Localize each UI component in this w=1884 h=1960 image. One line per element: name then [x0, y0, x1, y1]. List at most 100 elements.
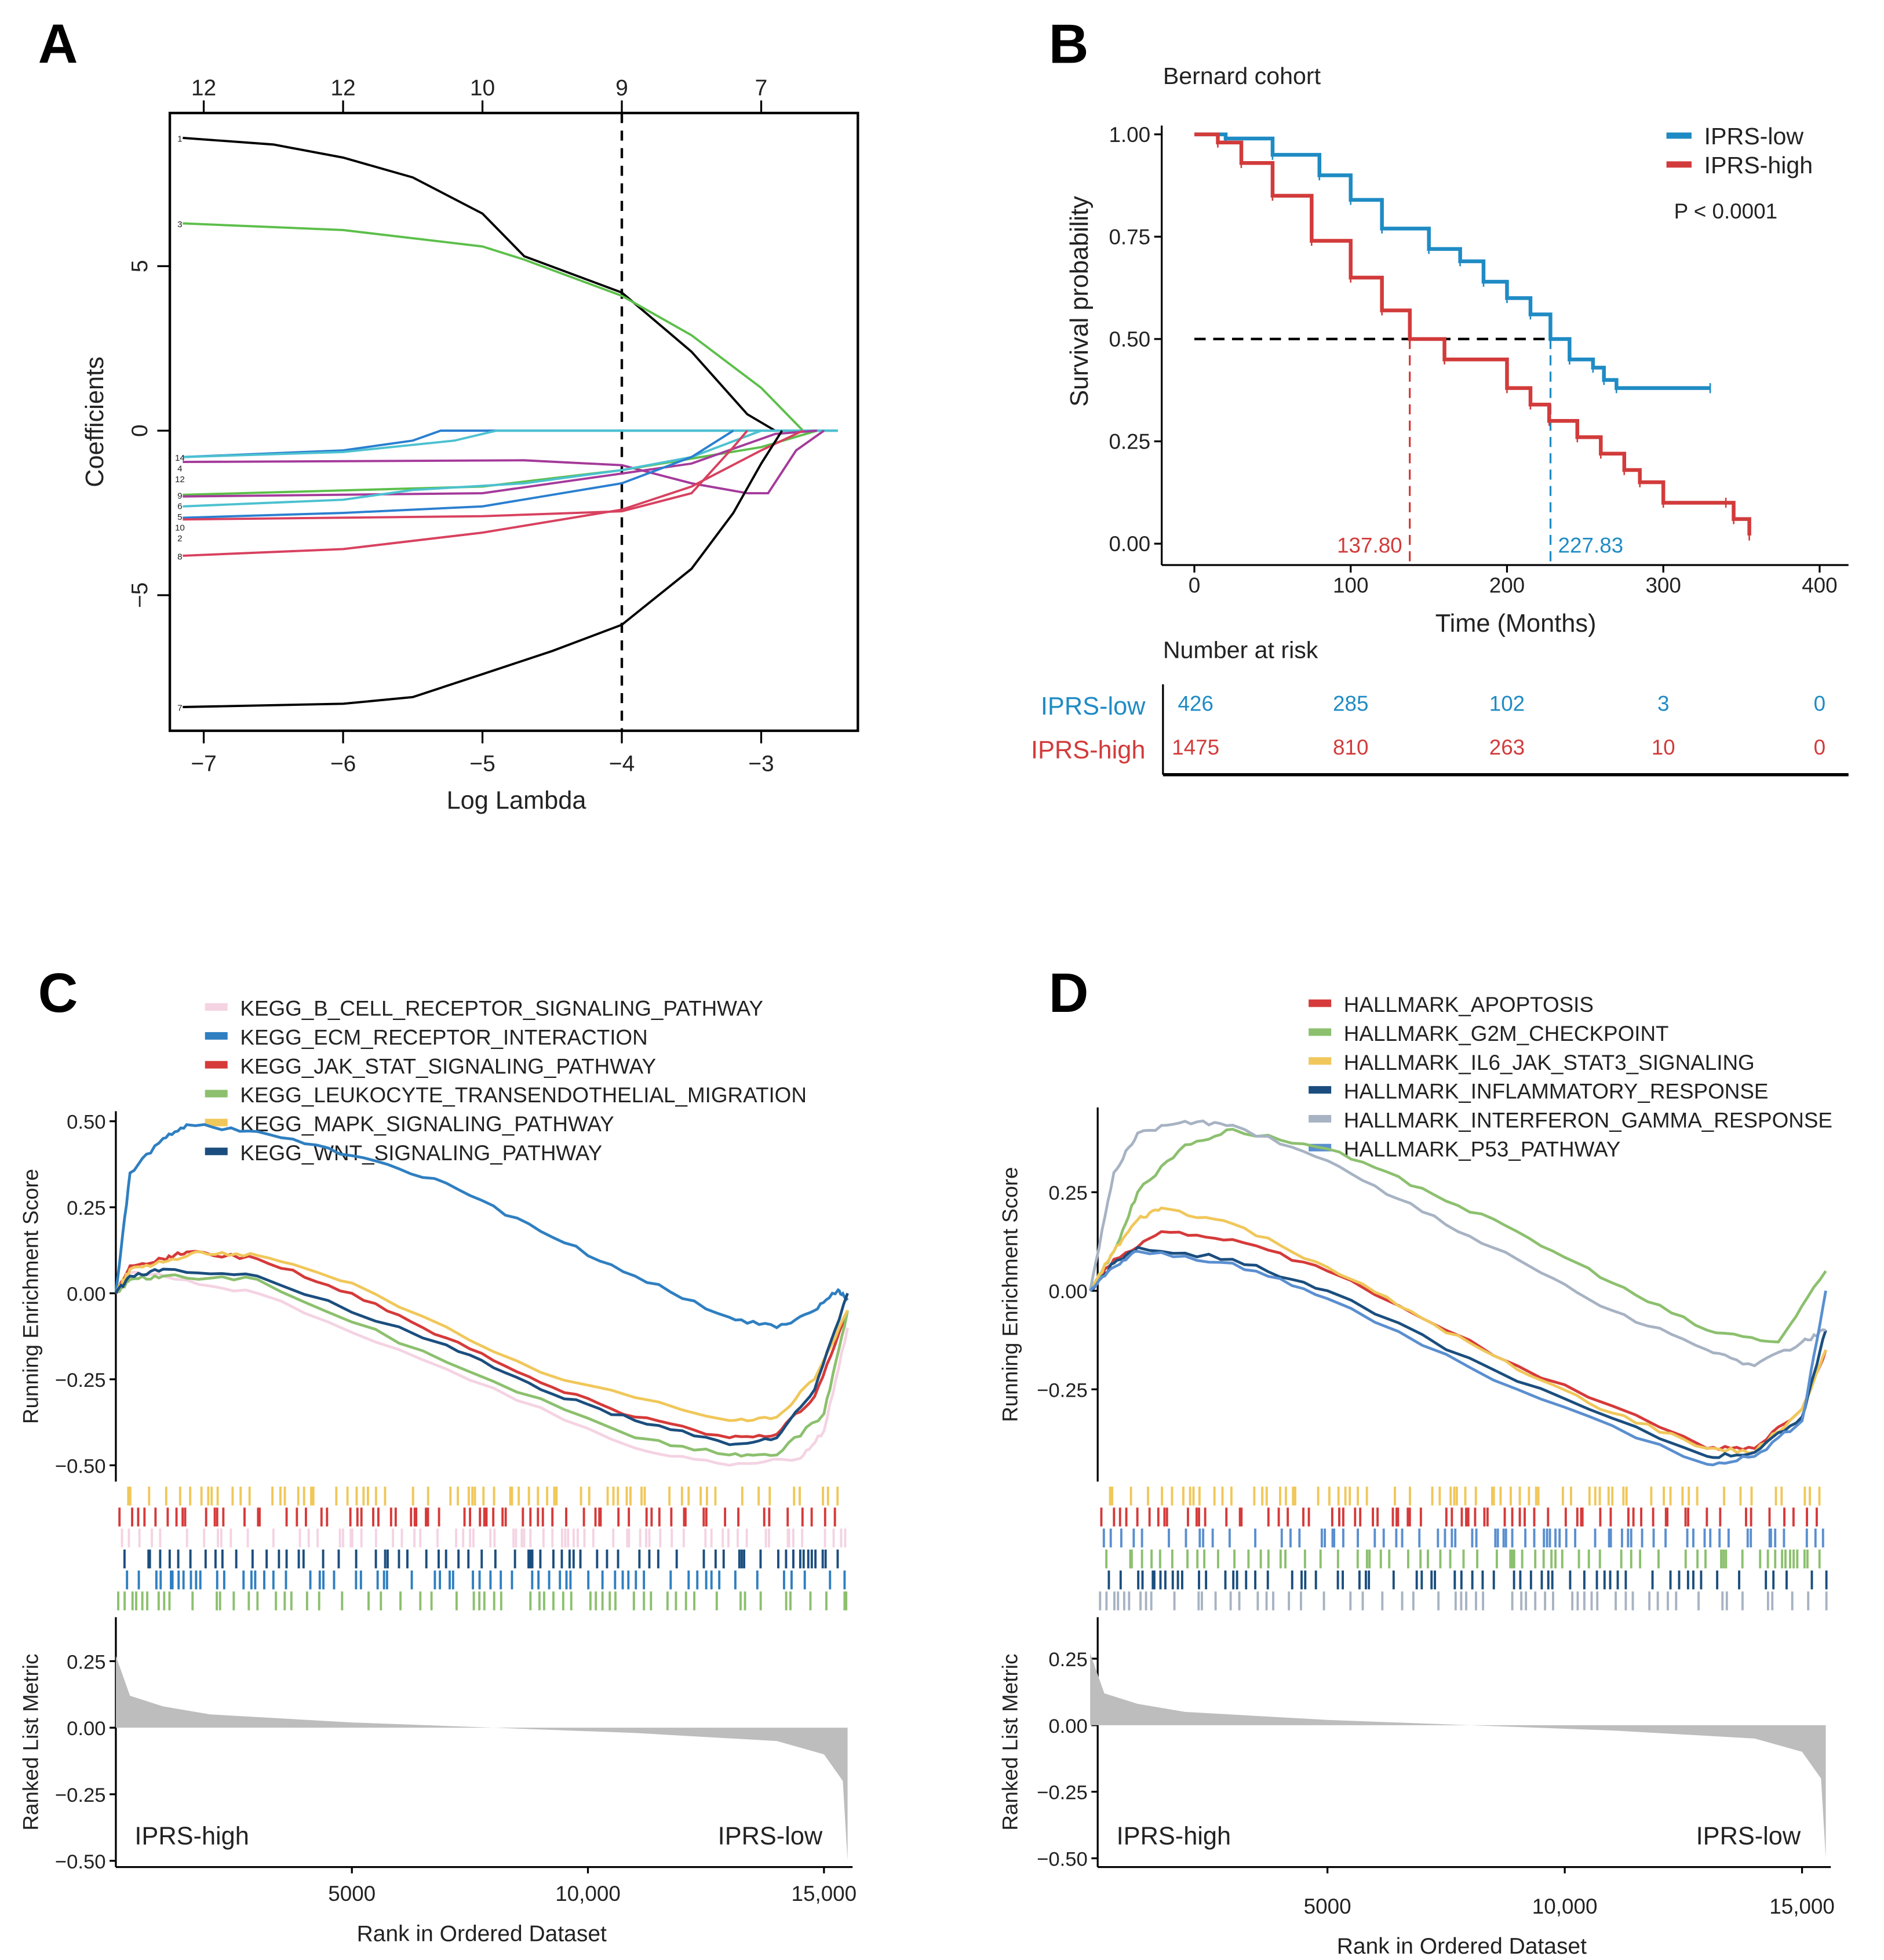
gene-hit-tick	[1534, 1549, 1537, 1569]
gene-hit-tick	[529, 1591, 532, 1611]
gene-hit-tick	[1372, 1507, 1375, 1527]
gene-hit-tick	[666, 1591, 669, 1611]
gene-hit-tick	[355, 1570, 358, 1590]
gene-hit-tick	[542, 1591, 545, 1611]
gene-hit-tick	[1238, 1591, 1241, 1611]
gene-hit-tick	[1759, 1549, 1762, 1569]
x-tick-label: 15,000	[792, 1882, 857, 1906]
gene-hit-tick	[457, 1487, 460, 1506]
gene-hit-tick	[614, 1570, 617, 1590]
gene-hit-tick	[529, 1549, 532, 1569]
gene-hit-tick	[1408, 1507, 1411, 1527]
gene-hit-tick	[614, 1591, 617, 1611]
es-y-tick-label: −0.25	[1037, 1379, 1088, 1401]
gene-hit-tick	[737, 1507, 740, 1527]
gene-hit-tick	[296, 1507, 298, 1527]
gene-hit-tick	[1395, 1528, 1398, 1548]
gene-hit-tick	[492, 1507, 495, 1527]
es-curve-hallmark_p53_pathway	[1089, 1249, 1827, 1467]
gene-hit-tick	[410, 1570, 413, 1590]
risk-count: 10	[1652, 735, 1675, 759]
gene-hit-tick	[1137, 1570, 1140, 1590]
risk-row-label: IPRS-high	[1031, 737, 1145, 764]
gene-hit-tick	[493, 1487, 495, 1506]
gene-hit-tick	[1818, 1487, 1821, 1506]
gene-hit-tick	[1140, 1528, 1143, 1548]
gene-hit-tick	[1304, 1570, 1307, 1590]
gene-hit-tick	[1465, 1591, 1467, 1611]
gene-hit-tick	[257, 1507, 260, 1527]
gene-hit-tick	[185, 1528, 188, 1548]
gene-hit-tick	[612, 1528, 615, 1548]
gene-hit-tick	[1700, 1570, 1703, 1590]
gene-hit-tick	[1288, 1591, 1291, 1611]
gene-hit-tick	[657, 1549, 659, 1569]
gene-hit-tick	[1216, 1549, 1219, 1569]
gene-hit-tick	[1738, 1570, 1740, 1590]
gene-hit-tick	[283, 1591, 286, 1611]
gene-hit-tick	[200, 1487, 203, 1506]
gene-hit-tick	[310, 1487, 312, 1506]
gene-hit-tick	[1792, 1549, 1795, 1569]
gene-hit-tick	[608, 1591, 611, 1611]
gene-hit-tick	[542, 1528, 545, 1548]
gene-hit-tick	[1564, 1507, 1567, 1527]
gene-hit-tick	[231, 1487, 234, 1506]
gene-hit-tick	[833, 1507, 836, 1527]
es-curve-hallmark_interferon_gamma_response	[1088, 1119, 1826, 1368]
es-curve-kegg_mapk_signaling_pathway	[114, 1250, 849, 1423]
gene-hit-tick	[1576, 1507, 1579, 1527]
gene-hit-tick	[399, 1591, 402, 1611]
gene-hit-tick	[1113, 1591, 1116, 1611]
gene-hit-tick	[1314, 1570, 1317, 1590]
gene-hit-tick	[843, 1570, 846, 1590]
gene-hit-tick	[1298, 1528, 1301, 1548]
gene-hit-tick	[494, 1549, 497, 1569]
gene-hit-tick	[792, 1528, 795, 1548]
gene-hit-tick	[1603, 1570, 1606, 1590]
x-tick-label: 15,000	[1769, 1895, 1835, 1918]
gene-hit-tick	[472, 1570, 475, 1590]
gene-hit-tick	[705, 1570, 708, 1590]
gene-hit-tick	[648, 1549, 651, 1569]
gene-hit-tick	[478, 1570, 481, 1590]
gene-hit-tick	[1721, 1591, 1724, 1611]
gene-hit-tick	[1157, 1507, 1160, 1527]
gene-hit-tick	[305, 1591, 308, 1611]
gene-hit-tick	[229, 1528, 232, 1548]
gene-hit-tick	[1511, 1528, 1514, 1548]
gene-hit-tick	[278, 1549, 280, 1569]
risk-count: 285	[1333, 691, 1368, 715]
gene-hit-tick	[1382, 1528, 1385, 1548]
metric-y-tick-label: 0.25	[67, 1651, 105, 1673]
gene-hit-tick	[515, 1528, 518, 1548]
gene-hit-tick	[546, 1487, 549, 1506]
gene-hit-tick	[1791, 1591, 1794, 1611]
gene-hit-tick	[171, 1570, 174, 1590]
gene-hit-tick	[1420, 1570, 1423, 1590]
gene-hit-tick	[1349, 1487, 1351, 1506]
gene-hit-tick	[518, 1487, 520, 1506]
gene-hit-tick	[1109, 1528, 1112, 1548]
panel-label-b: B	[1049, 13, 1089, 75]
gene-set-barcode-row	[1100, 1507, 1818, 1527]
metric-y-tick-label: −0.50	[1037, 1849, 1088, 1871]
gene-hit-tick	[1455, 1487, 1458, 1506]
risk-count: 263	[1489, 735, 1525, 759]
gene-hit-tick	[1427, 1549, 1429, 1569]
gene-hit-tick	[374, 1549, 377, 1569]
gene-hit-tick	[1419, 1507, 1422, 1527]
gene-hit-tick	[1583, 1591, 1586, 1611]
gene-hit-tick	[216, 1507, 218, 1527]
gene-hit-tick	[1147, 1487, 1149, 1506]
gene-hit-tick	[1741, 1591, 1744, 1611]
gene-hit-tick	[302, 1549, 305, 1569]
gene-hit-tick	[413, 1507, 416, 1527]
gene-hit-tick	[1265, 1487, 1268, 1506]
gene-hit-tick	[239, 1487, 242, 1506]
gene-hit-tick	[803, 1570, 806, 1590]
group-annotation-low: IPRS-low	[718, 1823, 823, 1850]
gene-hit-tick	[822, 1487, 825, 1506]
gene-hit-tick	[1599, 1507, 1602, 1527]
